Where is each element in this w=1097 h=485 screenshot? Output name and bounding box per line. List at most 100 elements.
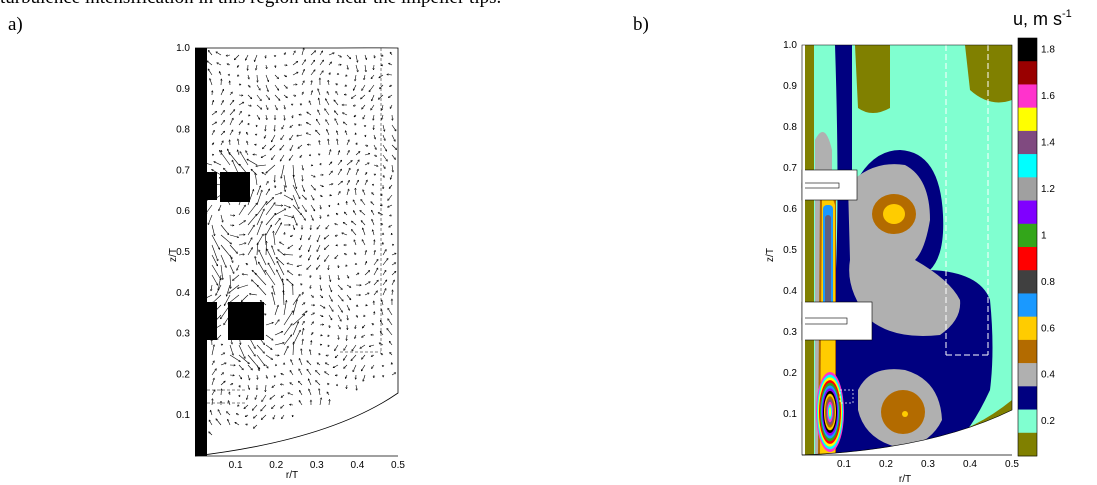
vector-arrow-head <box>239 83 242 86</box>
upper-impeller-blade <box>220 172 250 202</box>
vector-arrow <box>328 183 334 186</box>
vector-arrow-head <box>259 98 262 102</box>
vector-arrow <box>382 258 389 266</box>
vector-arrow <box>255 164 267 167</box>
vector-arrow-head <box>317 109 320 112</box>
vector-arrow-head <box>313 188 316 191</box>
vector-arrow <box>315 370 321 376</box>
colorbar-tick-label: 1 <box>1041 230 1047 241</box>
vector-arrow-head <box>297 206 300 210</box>
vector-arrow-head <box>334 355 338 359</box>
vector-arrow-head <box>245 150 248 153</box>
colorbar-segment <box>1018 154 1037 178</box>
vector-arrow <box>235 413 240 416</box>
vector-arrow-head <box>232 99 235 103</box>
vector-arrow-head <box>386 258 389 261</box>
vector-arrow <box>283 114 286 121</box>
vector-arrow-head <box>278 217 281 221</box>
vector-arrow <box>372 229 375 236</box>
vector-arrow <box>265 344 273 350</box>
vector-arrow-head <box>273 375 277 378</box>
vector-arrow-head <box>335 243 338 247</box>
vector-arrow <box>364 261 367 266</box>
vector-arrow-head <box>360 97 363 100</box>
vector-arrow <box>292 84 298 86</box>
vector-arrow-head <box>233 57 237 61</box>
vector-arrow <box>308 388 312 396</box>
vector-arrow-head <box>271 140 274 143</box>
vector-arrow <box>355 187 357 196</box>
colorbar <box>1017 37 1038 457</box>
vector-arrow-head <box>211 90 214 93</box>
vector-arrow-head <box>327 138 330 141</box>
vector-arrow-head <box>273 212 277 216</box>
y-tick-label: 0.3 <box>176 329 190 340</box>
contour-olive <box>855 45 890 113</box>
vector-arrow <box>319 204 322 210</box>
vector-arrow-head <box>310 340 313 343</box>
vector-arrow <box>337 191 341 196</box>
vector-arrow <box>283 94 288 99</box>
upper-impeller-hub <box>205 172 217 200</box>
vector-arrow-head <box>227 400 230 403</box>
vector-arrow-head <box>293 50 296 53</box>
vector-arrow <box>245 150 249 156</box>
vector-arrow-head <box>243 220 246 223</box>
vector-arrow <box>301 80 305 86</box>
vector-arrow-head <box>253 346 256 349</box>
vector-arrow <box>328 274 331 282</box>
vector-arrow-head <box>315 267 319 270</box>
vector-arrow-head <box>254 272 257 275</box>
vector-arrow-head <box>363 77 366 81</box>
y-tick-label: 0.7 <box>176 165 190 176</box>
vector-arrow-head <box>319 343 323 347</box>
vector-arrow-head <box>267 188 270 191</box>
vector-arrow <box>247 84 251 88</box>
vector-arrow <box>364 292 370 296</box>
vector-arrow-head <box>266 89 269 92</box>
vector-arrow <box>316 224 321 230</box>
vector-arrow-head <box>320 334 323 337</box>
vector-arrow <box>280 383 285 386</box>
vector-arrow-head <box>259 300 263 303</box>
vector-arrow <box>258 249 267 266</box>
vector-arrow <box>337 54 342 58</box>
vector-arrow <box>298 380 303 386</box>
vector-arrow-head <box>232 278 235 281</box>
vector-arrow-head <box>321 184 324 188</box>
vector-arrow-head <box>360 220 363 223</box>
vector-arrow <box>300 234 303 241</box>
vector-arrow <box>354 74 357 82</box>
vector-arrow-head <box>297 146 300 149</box>
vector-arrow-head <box>301 338 304 341</box>
vector-arrow-head <box>393 139 396 142</box>
vector-arrow-head <box>372 300 376 303</box>
vector-arrow <box>211 264 222 281</box>
vector-arrow-head <box>371 229 375 232</box>
vector-arrow <box>237 149 240 156</box>
vector-arrow-head <box>271 292 274 295</box>
vector-arrow-head <box>373 249 376 253</box>
vector-arrow <box>208 431 213 436</box>
vector-arrow <box>364 270 371 276</box>
vector-arrow <box>353 210 357 216</box>
vector-arrow-head <box>230 91 233 94</box>
vector-arrow <box>271 154 276 160</box>
vector-arrow-head <box>261 399 264 402</box>
vector-arrow <box>238 131 241 136</box>
vector-arrow <box>301 328 304 336</box>
vector-arrow <box>325 119 330 126</box>
vector-arrow-head <box>265 376 268 379</box>
vector-arrow <box>381 104 384 111</box>
vector-arrow-head <box>328 325 331 329</box>
contour-mixed-zone <box>816 372 854 452</box>
vector-arrow-head <box>303 59 306 62</box>
vector-arrow <box>271 404 276 409</box>
vector-arrow <box>292 60 299 66</box>
vector-arrow-head <box>315 370 318 373</box>
colorbar-tick-label: 0.8 <box>1041 277 1055 288</box>
vector-arrow-head <box>260 189 263 192</box>
vector-arrow <box>377 94 384 100</box>
vector-arrow <box>355 151 361 156</box>
vector-arrow-head <box>243 233 246 236</box>
